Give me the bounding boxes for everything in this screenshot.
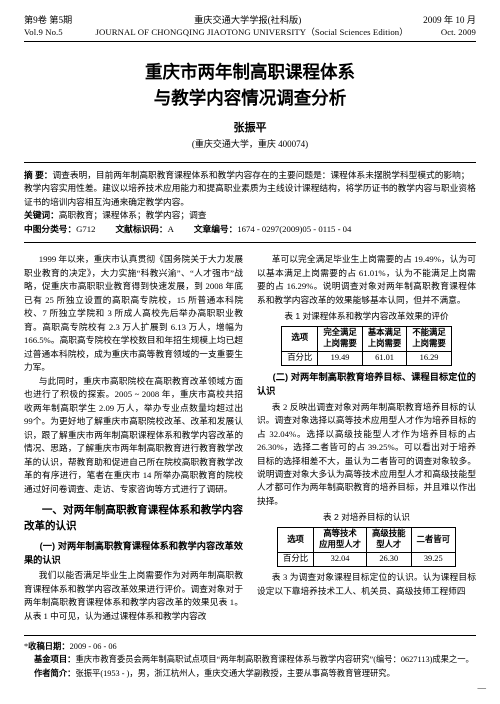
author-name: 张振平: [24, 121, 476, 136]
classification-line: 中图分类号：G712 文献标识码：A 文章编号：1674 - 0297(2009…: [24, 223, 476, 236]
abstract-label: 摘 要：: [24, 170, 52, 180]
title-line-2: 与教学内容情况调查分析: [24, 86, 476, 111]
t1-v0: 19.49: [318, 351, 363, 366]
table-row: 百分比 19.49 61.01 16.29: [282, 351, 452, 366]
table-1: 选项 完全满足上岗需要 基本满足上岗需要 不能满足上岗需要 百分比 19.49 …: [281, 326, 452, 367]
clc: 中图分类号：G712: [24, 223, 95, 236]
left-p3: 我们以能否满足毕业生上岗需要作为对两年制高职教育课程体系和教学内容改革效果进行评…: [24, 569, 243, 623]
doccode-label: 文献标识码：: [115, 224, 167, 234]
fund-text: 重庆市教育委员会两年制高职试点项目“两年制高职教育课程体系与教学内容研究”(编号…: [75, 655, 473, 664]
keywords-text: 高职教育；课程体系；教学内容；调查: [59, 210, 207, 220]
t1-col2: 基本满足上岗需要: [362, 326, 407, 351]
t2-col1: 高等技术应用型人才: [314, 527, 367, 552]
t2-col2: 高级技能型人才: [367, 527, 412, 552]
article-title: 重庆市两年制高职课程体系 与教学内容情况调查分析: [24, 60, 476, 111]
t2-v2: 39.25: [411, 552, 456, 567]
running-header: 第9卷 第5期 重庆交通大学学报(社科版) 2009 年 10 月 Vol.9 …: [24, 14, 476, 42]
right-p3: 表 3 为调查对象课程目标定位的认识。认为课程目标设定以下靠培养技术工人、机关员…: [257, 571, 476, 598]
table-2-caption: 表 2 对培养目标的认识: [257, 511, 476, 524]
right-p2: 表 2 反映出调查对象对两年制高职教育培养目标的认识。调查对象选择以高等技术应用…: [257, 401, 476, 509]
header-date-cn: 2009 年 10 月: [423, 14, 476, 26]
header-date-en: Oct. 2009: [441, 27, 476, 39]
abstract-text: 调查表明，目前两年制高职教育课程体系和教学内容存在的主要问题是：课程体系未摆脱学…: [24, 170, 476, 207]
clc-label: 中图分类号：: [24, 224, 76, 234]
header-row-en: Vol.9 No.5 JOURNAL OF CHONGQING JIAOTONG…: [24, 27, 476, 39]
column-right: 革可以完全满足毕业生上岗需要的占 19.49%，认为可以基本满足上岗需要的占 6…: [257, 253, 476, 623]
author-affiliation: (重庆交通大学，重庆 400074): [24, 138, 476, 150]
subsection-1-2-heading: (二) 对两年制高职教育培养目标、课程目标定位的认识: [257, 370, 476, 399]
fund-label: 基金项目：: [34, 654, 76, 664]
keywords-line: 关键词：高职教育；课程体系；教学内容；调查: [24, 209, 476, 222]
left-p1: 1999 年以来，重庆市认真贯彻《国务院关于大力发展职业教育的决定》，大力实施“…: [24, 253, 243, 374]
table-1-caption: 表 1 对课程体系和教学内容改革效果的评价: [257, 310, 476, 323]
keywords-label: 关键词：: [24, 210, 59, 220]
header-journal-en: JOURNAL OF CHONGQING JIAOTONG UNIVERSITY…: [63, 27, 441, 39]
page: 第9卷 第5期 重庆交通大学学报(社科版) 2009 年 10 月 Vol.9 …: [0, 0, 500, 704]
doccode: 文献标识码：A: [115, 223, 173, 236]
bio-label: 作者简介：: [34, 668, 76, 678]
received-date: * 收稿日期：2009 - 06 - 06: [24, 640, 476, 653]
artno-label: 文章编号：: [194, 224, 237, 234]
section-1-heading: 一、对两年制高职教育课程体系和教学内容改革的认识: [24, 502, 243, 535]
artno-value: 1674 - 0297(2009)05 - 0115 - 04: [237, 224, 351, 234]
left-p2: 与此同时，重庆市高职院校在高职教育改革领域方面也进行了积极的探索。2005 ~ …: [24, 375, 243, 496]
received-value: 2009 - 06 - 06: [70, 642, 117, 651]
t1-col3: 不能满足上岗需要: [407, 326, 452, 351]
t2-col0: 选项: [278, 527, 314, 552]
t1-v1: 61.01: [362, 351, 407, 366]
table-2: 选项 高等技术应用型人才 高级技能型人才 二者皆可 百分比 32.04 26.3…: [277, 527, 456, 568]
doccode-value: A: [168, 224, 174, 234]
title-line-1: 重庆市两年制高职课程体系: [24, 60, 476, 85]
fund-line: 基金项目：重庆市教育委员会两年制高职试点项目“两年制高职教育课程体系与教学内容研…: [24, 653, 476, 666]
table-row: 百分比 32.04 26.30 39.25: [278, 552, 456, 567]
t2-v0: 32.04: [314, 552, 367, 567]
header-vol-issue-cn: 第9卷 第5期: [24, 14, 72, 26]
abstract-line: 摘 要：调查表明，目前两年制高职教育课程体系和教学内容存在的主要问题是：课程体系…: [24, 169, 476, 209]
header-vol-issue-en: Vol.9 No.5: [24, 27, 63, 39]
table-row: 选项 高等技术应用型人才 高级技能型人才 二者皆可: [278, 527, 456, 552]
artno: 文章编号：1674 - 0297(2009)05 - 0115 - 04: [194, 223, 352, 236]
page-number: —: [24, 682, 486, 693]
received-label: 收稿日期：: [28, 641, 70, 651]
t2-rowlabel: 百分比: [278, 552, 314, 567]
t1-rowlabel: 百分比: [282, 351, 318, 366]
footnote-block: * 收稿日期：2009 - 06 - 06 基金项目：重庆市教育委员会两年制高职…: [24, 635, 476, 680]
bio-text: 张振平(1953 - )，男，浙江杭州人，重庆交通大学副教授，主要从事高等教育管…: [75, 669, 394, 678]
t1-col1: 完全满足上岗需要: [318, 326, 363, 351]
table-row: 选项 完全满足上岗需要 基本满足上岗需要 不能满足上岗需要: [282, 326, 452, 351]
clc-value: G712: [76, 224, 95, 234]
author-bio: 作者简介：张振平(1953 - )，男，浙江杭州人，重庆交通大学副教授，主要从事…: [24, 667, 476, 680]
body-columns: 1999 年以来，重庆市认真贯彻《国务院关于大力发展职业教育的决定》，大力实施“…: [24, 253, 476, 623]
t2-col3: 二者皆可: [411, 527, 456, 552]
t2-v1: 26.30: [367, 552, 412, 567]
header-journal-cn: 重庆交通大学学报(社科版): [72, 14, 423, 26]
abstract-block: 摘 要：调查表明，目前两年制高职教育课程体系和教学内容存在的主要问题是：课程体系…: [24, 162, 476, 243]
t1-col0: 选项: [282, 326, 318, 351]
right-p1: 革可以完全满足毕业生上岗需要的占 19.49%，认为可以基本满足上岗需要的占 6…: [257, 253, 476, 307]
column-left: 1999 年以来，重庆市认真贯彻《国务院关于大力发展职业教育的决定》，大力实施“…: [24, 253, 243, 623]
t1-v2: 16.29: [407, 351, 452, 366]
header-row-cn: 第9卷 第5期 重庆交通大学学报(社科版) 2009 年 10 月: [24, 14, 476, 26]
subsection-1-1-heading: (一) 对两年制高职教育课程体系和教学内容改革效果的认识: [24, 539, 243, 568]
